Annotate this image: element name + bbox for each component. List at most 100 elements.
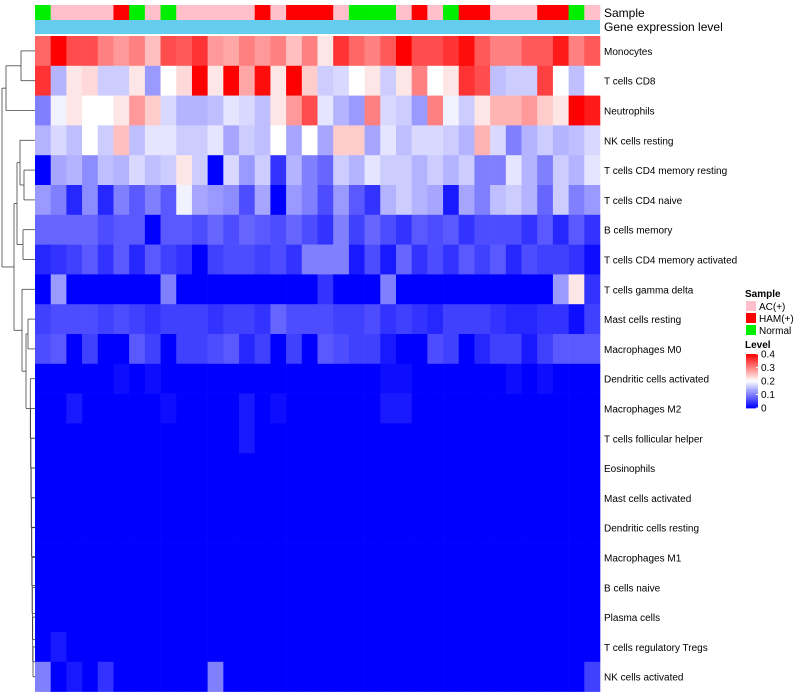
cell-t-cells-cd4-memory-activated-10 <box>191 244 208 275</box>
cell-mast-cells-activated-20 <box>348 483 365 514</box>
cell-monocytes-3 <box>82 36 99 67</box>
cell-macrophages-m0-30 <box>505 334 522 365</box>
cell-mast-cells-resting-12 <box>223 304 240 335</box>
cell-macrophages-m1-5 <box>113 542 130 573</box>
cell-eosinophils-24 <box>411 453 428 484</box>
cell-plasma-cells-20 <box>348 602 365 633</box>
cell-t-cells-cd8-12 <box>223 65 240 96</box>
sample-anno-cell-34 <box>568 5 585 20</box>
sample-anno-cell-1 <box>50 5 67 20</box>
cell-dendritic-cells-resting-35 <box>584 512 601 543</box>
cell-t-cells-cd4-memory-resting-30 <box>505 155 522 186</box>
cell-plasma-cells-1 <box>50 602 67 633</box>
cell-dendritic-cells-activated-11 <box>207 363 224 394</box>
cell-t-cells-follicular-helper-3 <box>82 423 99 454</box>
cell-nk-cells-activated-17 <box>301 661 318 692</box>
cell-plasma-cells-10 <box>191 602 208 633</box>
cell-eosinophils-32 <box>537 453 554 484</box>
cell-t-cells-cd8-34 <box>568 65 585 96</box>
cell-plasma-cells-15 <box>270 602 287 633</box>
cell-t-cells-regulatory-tregs-17 <box>301 632 318 663</box>
cell-mast-cells-activated-7 <box>144 483 161 514</box>
cell-nk-cells-activated-10 <box>191 661 208 692</box>
cell-t-cells-cd4-memory-activated-16 <box>286 244 303 275</box>
cell-dendritic-cells-activated-19 <box>333 363 350 394</box>
cell-macrophages-m0-21 <box>364 334 381 365</box>
cell-monocytes-4 <box>97 36 114 67</box>
cell-macrophages-m2-34 <box>568 393 585 424</box>
cell-b-cells-naive-25 <box>427 572 444 603</box>
cell-t-cells-cd4-memory-activated-19 <box>333 244 350 275</box>
cell-b-cells-naive-23 <box>395 572 412 603</box>
cell-macrophages-m0-4 <box>97 334 114 365</box>
row-label-mast-cells-activated: Mast cells activated <box>604 494 691 505</box>
cell-monocytes-26 <box>443 36 460 67</box>
sample-anno-cell-18 <box>317 5 334 20</box>
cell-macrophages-m1-18 <box>317 542 334 573</box>
cell-mast-cells-activated-29 <box>490 483 507 514</box>
cell-dendritic-cells-resting-26 <box>443 512 460 543</box>
cell-mast-cells-resting-8 <box>160 304 177 335</box>
cell-dendritic-cells-activated-29 <box>490 363 507 394</box>
cell-eosinophils-11 <box>207 453 224 484</box>
cell-t-cells-regulatory-tregs-34 <box>568 632 585 663</box>
cell-b-cells-memory-35 <box>584 214 601 245</box>
cell-macrophages-m1-34 <box>568 542 585 573</box>
legend-tick-label-0: 0 <box>761 404 767 415</box>
cell-macrophages-m0-1 <box>50 334 67 365</box>
row-label-macrophages-m0: Macrophages M0 <box>604 345 682 356</box>
cell-mast-cells-resting-14 <box>254 304 271 335</box>
cell-t-cells-cd8-18 <box>317 65 334 96</box>
cell-plasma-cells-26 <box>443 602 460 633</box>
cell-t-cells-cd4-memory-activated-29 <box>490 244 507 275</box>
cell-t-cells-cd8-33 <box>552 65 569 96</box>
cell-t-cells-cd4-naive-4 <box>97 185 114 216</box>
cell-t-cells-cd4-naive-28 <box>474 185 491 216</box>
cell-macrophages-m2-21 <box>364 393 381 424</box>
row-label-t-cells-cd4-naive: T cells CD4 naive <box>604 196 683 207</box>
cell-macrophages-m1-25 <box>427 542 444 573</box>
legend-level-title: Level <box>745 340 771 351</box>
cell-neutrophils-22 <box>380 95 397 126</box>
cell-nk-cells-activated-16 <box>286 661 303 692</box>
sample-anno-cell-7 <box>144 5 161 20</box>
cell-mast-cells-resting-32 <box>537 304 554 335</box>
cell-b-cells-naive-35 <box>584 572 601 603</box>
cell-monocytes-11 <box>207 36 224 67</box>
cell-t-cells-follicular-helper-8 <box>160 423 177 454</box>
cell-dendritic-cells-resting-23 <box>395 512 412 543</box>
legend-gradient-step <box>746 370 758 372</box>
cell-mast-cells-resting-2 <box>66 304 83 335</box>
legend-tick-label-0-2: 0.2 <box>761 377 775 388</box>
cell-t-cells-regulatory-tregs-23 <box>395 632 412 663</box>
cell-t-cells-follicular-helper-13 <box>239 423 256 454</box>
row-label-neutrophils: Neutrophils <box>604 107 655 118</box>
cell-nk-cells-activated-18 <box>317 661 334 692</box>
cell-eosinophils-34 <box>568 453 585 484</box>
cell-eosinophils-4 <box>97 453 114 484</box>
cell-t-cells-cd8-20 <box>348 65 365 96</box>
cell-t-cells-cd8-1 <box>50 65 67 96</box>
cell-neutrophils-3 <box>82 95 99 126</box>
cell-b-cells-memory-10 <box>191 214 208 245</box>
cell-t-cells-follicular-helper-25 <box>427 423 444 454</box>
cell-t-cells-follicular-helper-20 <box>348 423 365 454</box>
cell-t-cells-regulatory-tregs-18 <box>317 632 334 663</box>
cell-t-cells-regulatory-tregs-4 <box>97 632 114 663</box>
cell-macrophages-m0-10 <box>191 334 208 365</box>
sample-anno-cell-24 <box>411 5 428 20</box>
cell-t-cells-cd4-memory-resting-24 <box>411 155 428 186</box>
cell-t-cells-gamma-delta-25 <box>427 274 444 305</box>
cell-t-cells-cd4-naive-21 <box>364 185 381 216</box>
cell-nk-cells-activated-9 <box>176 661 193 692</box>
cell-macrophages-m1-11 <box>207 542 224 573</box>
cell-macrophages-m0-6 <box>129 334 146 365</box>
cell-neutrophils-19 <box>333 95 350 126</box>
cell-t-cells-cd4-memory-activated-14 <box>254 244 271 275</box>
cell-macrophages-m0-14 <box>254 334 271 365</box>
cell-t-cells-follicular-helper-5 <box>113 423 130 454</box>
cell-t-cells-cd4-memory-resting-13 <box>239 155 256 186</box>
cell-neutrophils-27 <box>458 95 475 126</box>
cell-mast-cells-resting-19 <box>333 304 350 335</box>
cell-t-cells-cd8-31 <box>521 65 538 96</box>
